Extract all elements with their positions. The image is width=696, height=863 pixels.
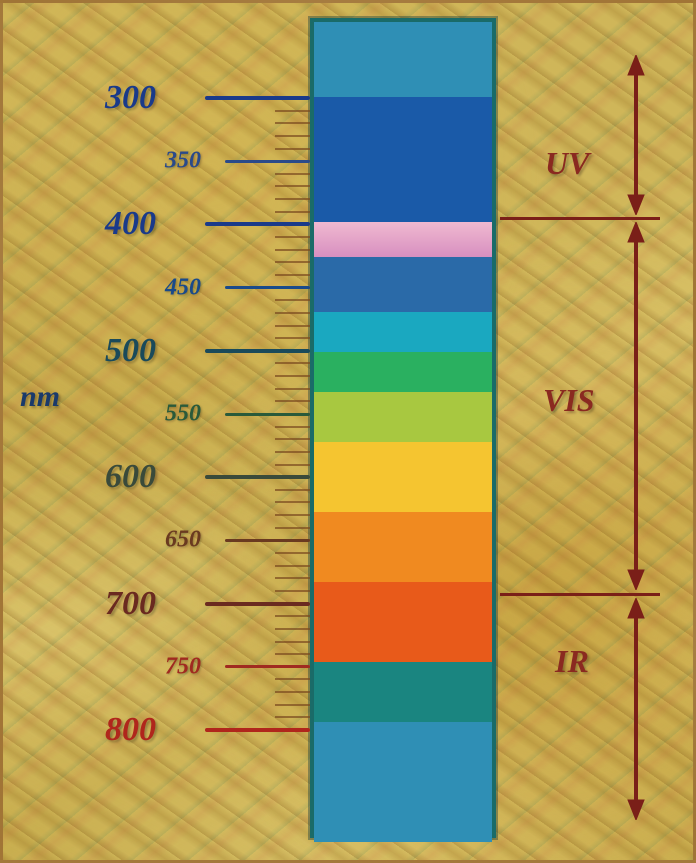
fine-tick: [275, 691, 310, 693]
region-arrow: [616, 598, 656, 820]
minor-tick-label: 650: [165, 527, 201, 554]
spectrum-band: [314, 582, 492, 662]
minor-tick-label: 350: [165, 148, 201, 175]
minor-tick-line: [225, 539, 310, 542]
fine-tick: [275, 362, 310, 364]
spectrum-band: [314, 722, 492, 842]
spectrum-band: [314, 312, 492, 352]
fine-tick: [275, 615, 310, 617]
fine-tick: [275, 110, 310, 112]
spectrum-column: [310, 18, 496, 838]
major-tick-label: 400: [105, 205, 156, 243]
axis-unit-label: nm: [20, 380, 60, 414]
spectrum-band: [314, 97, 492, 222]
fine-tick: [275, 678, 310, 680]
region-arrow: [616, 222, 656, 590]
fine-tick: [275, 173, 310, 175]
fine-tick: [275, 198, 310, 200]
fine-tick: [275, 464, 310, 466]
spectrum-band: [314, 257, 492, 312]
region-label-vis: VIS: [543, 382, 595, 419]
fine-tick: [275, 122, 310, 124]
fine-tick: [275, 375, 310, 377]
major-tick-line: [205, 349, 310, 353]
fine-tick: [275, 299, 310, 301]
spectrum-band: [314, 352, 492, 392]
fine-tick: [275, 236, 310, 238]
fine-tick: [275, 501, 310, 503]
region-arrow: [616, 55, 656, 215]
fine-tick: [275, 641, 310, 643]
fine-tick: [275, 716, 310, 718]
major-tick-line: [205, 602, 310, 606]
spectrum-band: [314, 222, 492, 257]
fine-tick: [275, 426, 310, 428]
minor-tick-label: 750: [165, 653, 201, 680]
fine-tick: [275, 653, 310, 655]
fine-tick: [275, 388, 310, 390]
spectrum-band: [314, 392, 492, 442]
minor-tick-line: [225, 413, 310, 416]
fine-tick: [275, 400, 310, 402]
major-tick-label: 600: [105, 458, 156, 496]
spectrum-band: [314, 512, 492, 582]
fine-tick: [275, 337, 310, 339]
region-label-ir: IR: [555, 643, 589, 680]
fine-tick: [275, 628, 310, 630]
fine-tick: [275, 577, 310, 579]
fine-tick: [275, 249, 310, 251]
fine-tick: [275, 704, 310, 706]
minor-tick-line: [225, 665, 310, 668]
fine-tick: [275, 438, 310, 440]
major-tick-line: [205, 475, 310, 479]
major-tick-label: 800: [105, 711, 156, 749]
spectrum-band: [314, 662, 492, 722]
region-label-uv: UV: [545, 145, 589, 182]
major-tick-label: 700: [105, 585, 156, 623]
fine-tick: [275, 261, 310, 263]
major-tick-line: [205, 96, 310, 100]
fine-tick: [275, 211, 310, 213]
major-tick-label: 500: [105, 332, 156, 370]
fine-tick: [275, 135, 310, 137]
major-tick-label: 300: [105, 79, 156, 117]
fine-tick: [275, 148, 310, 150]
fine-tick: [275, 451, 310, 453]
spectrum-band: [314, 22, 492, 97]
region-boundary: [500, 217, 660, 220]
fine-tick: [275, 514, 310, 516]
minor-tick-label: 550: [165, 401, 201, 428]
fine-tick: [275, 325, 310, 327]
fine-tick: [275, 185, 310, 187]
region-boundary: [500, 593, 660, 596]
fine-tick: [275, 565, 310, 567]
fine-tick: [275, 552, 310, 554]
minor-tick-line: [225, 286, 310, 289]
spectrum-band: [314, 442, 492, 512]
fine-tick: [275, 274, 310, 276]
fine-tick: [275, 590, 310, 592]
minor-tick-label: 450: [165, 274, 201, 301]
fine-tick: [275, 489, 310, 491]
minor-tick-line: [225, 160, 310, 163]
fine-tick: [275, 527, 310, 529]
fine-tick: [275, 312, 310, 314]
major-tick-line: [205, 222, 310, 226]
major-tick-line: [205, 728, 310, 732]
